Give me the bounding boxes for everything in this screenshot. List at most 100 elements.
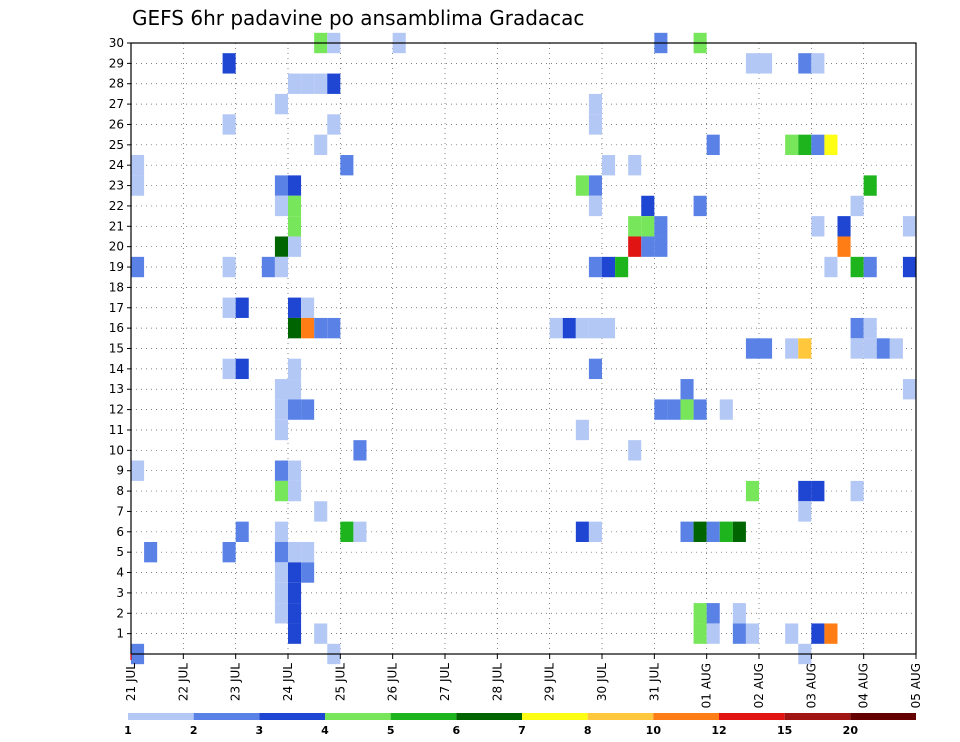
heatmap-cell (732, 521, 746, 542)
y-tick-label: 18 (109, 280, 124, 294)
x-tick-label: 26 JUL (386, 663, 400, 701)
y-tick-label: 14 (109, 362, 124, 376)
heatmap-cell (288, 195, 302, 217)
heatmap-cell (693, 195, 707, 217)
heatmap-cell (628, 216, 642, 237)
heatmap-cell (314, 73, 328, 94)
heatmap-cell (602, 155, 616, 176)
heatmap-cell (759, 53, 773, 74)
heatmap-cell (575, 317, 589, 339)
heatmap-cell (654, 399, 668, 420)
heatmap-cell (641, 195, 655, 217)
heatmap-cell (131, 460, 145, 481)
legend-label: 15 (777, 724, 792, 737)
legend-swatch (653, 713, 719, 720)
heatmap-cell (641, 236, 655, 257)
heatmap-cell (693, 399, 707, 420)
chart-title: GEFS 6hr padavine po ansamblima Gradacac (132, 6, 585, 30)
y-tick-label: 5 (116, 545, 124, 559)
heatmap-cell (824, 134, 838, 156)
heatmap-cell (340, 521, 354, 542)
heatmap-cell (288, 582, 302, 604)
heatmap-cell (222, 53, 236, 74)
heatmap-cell (745, 338, 759, 359)
heatmap-cell (798, 134, 812, 156)
heatmap-cell (850, 317, 864, 339)
heatmap-cell (327, 317, 341, 339)
legend-swatch (456, 713, 522, 720)
x-tick-label: 21 JUL (124, 663, 138, 701)
y-tick-label: 29 (109, 56, 124, 70)
heatmap-cell (575, 419, 589, 441)
heatmap-cell (588, 256, 602, 278)
heatmap-cell (131, 256, 145, 278)
heatmap-cell (235, 358, 249, 380)
heatmap-cell (274, 480, 288, 502)
heatmap-cell (288, 216, 302, 237)
legend-label: 8 (584, 724, 592, 737)
legend-label: 20 (843, 724, 859, 737)
heatmap-cell (575, 175, 589, 196)
y-tick-label: 25 (109, 138, 124, 152)
y-tick-label: 7 (116, 504, 124, 518)
heatmap-cell (288, 603, 302, 624)
legend-label: 3 (256, 724, 264, 737)
y-tick-label: 11 (109, 423, 124, 437)
heatmap-cell (288, 623, 302, 644)
heatmap-cell (288, 541, 302, 563)
y-tick-label: 15 (109, 342, 124, 356)
heatmap-cell (798, 53, 812, 74)
y-tick-label: 19 (109, 260, 124, 274)
heatmap-cell (274, 175, 288, 196)
heatmap-cell (288, 399, 302, 420)
heatmap-cell (261, 256, 275, 278)
heatmap-cell (274, 419, 288, 441)
y-tick-label: 26 (109, 117, 124, 131)
heatmap-cell (837, 216, 851, 237)
heatmap-cell (628, 155, 642, 176)
heatmap-cell (902, 379, 916, 400)
heatmap-cell (353, 440, 367, 461)
y-tick-label: 6 (116, 525, 124, 539)
legend-label: 7 (518, 724, 526, 737)
heatmap-cell (798, 338, 812, 359)
heatmap-cell (759, 338, 773, 359)
y-tick-label: 30 (109, 36, 124, 50)
heatmap-cell (274, 541, 288, 563)
heatmap-cell (811, 623, 825, 644)
heatmap-cell (706, 623, 720, 644)
heatmap-cell (314, 501, 328, 522)
heatmap-cell (588, 521, 602, 542)
legend-swatch (128, 713, 194, 720)
x-tick-label: 31 JUL (647, 663, 661, 701)
heatmap-cell (235, 297, 249, 318)
heatmap-cell (706, 521, 720, 542)
heatmap-cell (719, 521, 733, 542)
heatmap-cell (288, 460, 302, 481)
y-tick-label: 27 (109, 97, 124, 111)
heatmap-cell (863, 317, 877, 339)
y-tick-label: 28 (109, 77, 124, 91)
heatmap-cell (274, 93, 288, 115)
y-tick-label: 2 (116, 606, 124, 620)
heatmap-cell (876, 338, 890, 359)
heatmap-cell (274, 379, 288, 400)
heatmap-cell (745, 623, 759, 644)
legend-swatch (784, 713, 851, 720)
heatmap-cell (274, 236, 288, 257)
legend-swatch (522, 713, 588, 720)
y-tick-label: 8 (116, 484, 124, 498)
heatmap-cell (667, 399, 681, 420)
legend-swatch (719, 713, 785, 720)
heatmap-cell (327, 73, 341, 94)
heatmap-cell (680, 521, 694, 542)
heatmap-cell (301, 562, 315, 583)
heatmap-cell (340, 155, 354, 176)
heatmap-cell (693, 623, 707, 644)
x-tick-label: 22 JUL (176, 663, 190, 701)
y-tick-label: 12 (109, 403, 124, 417)
legend-label: 1 (124, 724, 132, 737)
y-tick-label: 13 (109, 382, 124, 396)
heatmap-cell (588, 114, 602, 135)
